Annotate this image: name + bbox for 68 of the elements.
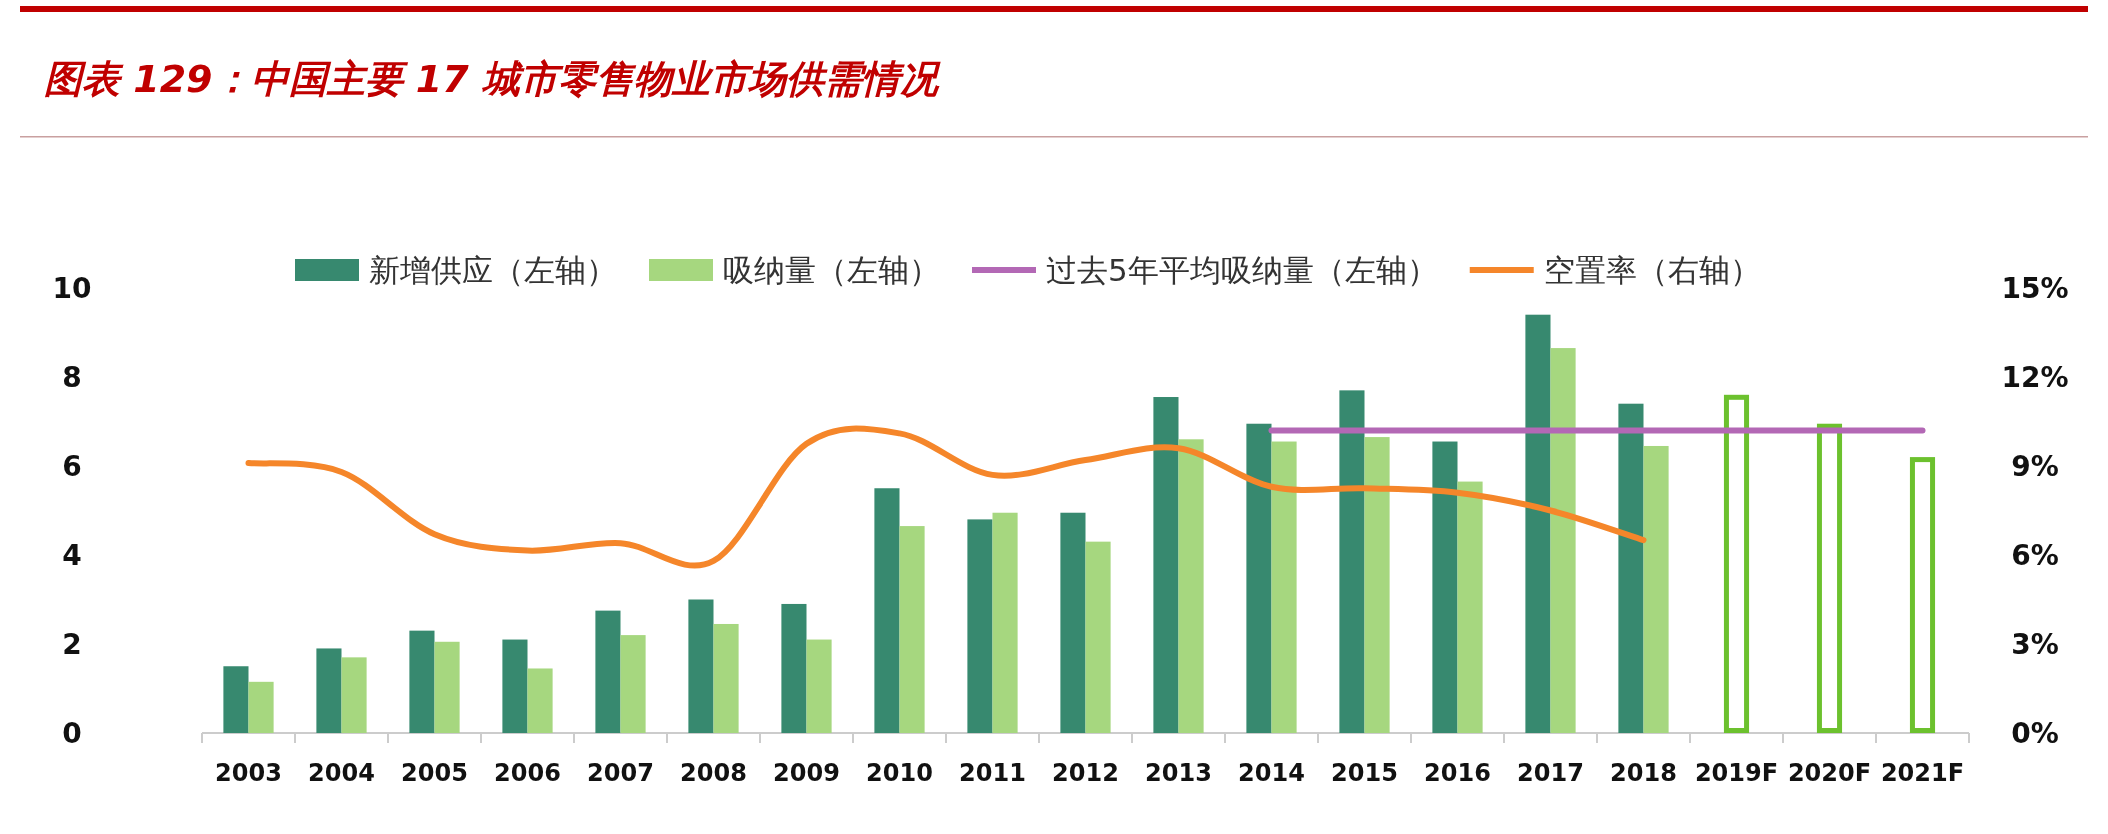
legend-label: 过去5年平均吸纳量（左轴） [1046,252,1438,288]
legend-label: 新增供应（左轴） [369,252,617,288]
bar [316,648,342,733]
bar [899,526,925,733]
y-tick-label: 6 [62,450,82,483]
bar [1457,481,1483,733]
bar [992,512,1018,733]
x-tick-label: 2018 [1610,759,1677,787]
x-tick-label: 2012 [1052,759,1119,787]
x-tick-label: 2009 [773,759,840,787]
bar [409,630,435,733]
y2-tick-label: 9% [2011,450,2059,483]
x-tick-label: 2003 [215,759,282,787]
x-tick-label: 2021F [1880,759,1965,787]
x-tick-label: 2017 [1517,759,1584,787]
y2-tick-label: 6% [2011,539,2059,572]
y-tick-label: 2 [62,628,82,661]
bar [527,668,553,733]
legend-label: 吸纳量（左轴） [723,252,940,288]
bar [1550,348,1576,733]
bar [1618,403,1644,733]
bar [1364,437,1390,733]
bar [1432,441,1458,733]
bar [1643,445,1669,733]
x-tick-label: 2019F [1694,759,1779,787]
y-tick-label: 4 [62,539,82,572]
bar [806,639,832,733]
x-tick-label: 2013 [1145,759,1212,787]
x-tick-label: 2007 [587,759,654,787]
x-tick-label: 2011 [959,759,1026,787]
bar [1178,439,1204,733]
y-tick-label: 0 [62,717,82,750]
bar [967,519,993,733]
x-tick-label: 2010 [866,759,933,787]
bar [1153,397,1179,733]
bar [781,603,807,733]
y2-tick-label: 12% [2001,361,2069,394]
x-tick-label: 2014 [1238,759,1305,787]
y2-tick-label: 15% [2001,272,2069,305]
x-tick-label: 2008 [680,759,747,787]
bar [620,635,646,733]
x-tick-label: 2004 [308,759,375,787]
bar [1085,541,1111,733]
bar [1271,441,1297,733]
bar [341,657,367,733]
x-tick-label: 2016 [1424,759,1491,787]
bar [1339,390,1365,733]
y-tick-label: 10 [52,272,92,305]
bar [1525,314,1551,733]
bar [713,623,739,733]
bar [1060,512,1086,733]
y2-tick-label: 3% [2011,628,2059,661]
y2-tick-label: 0% [2011,717,2059,750]
bar [688,599,714,733]
x-tick-label: 2006 [494,759,561,787]
y-tick-label: 8 [62,361,82,394]
bar [874,488,900,733]
bar [434,641,460,733]
bar [595,610,621,733]
chart-title: 图表 129：中国主要 17 城市零售物业市场供需情况 [44,57,941,101]
bar [1246,423,1272,733]
bar [248,681,274,733]
x-tick-label: 2020F [1787,759,1872,787]
x-tick-label: 2005 [401,759,468,787]
bar [502,639,528,733]
x-tick-label: 2015 [1331,759,1398,787]
bar [223,666,249,733]
legend-label: 空置率（右轴） [1543,252,1761,288]
